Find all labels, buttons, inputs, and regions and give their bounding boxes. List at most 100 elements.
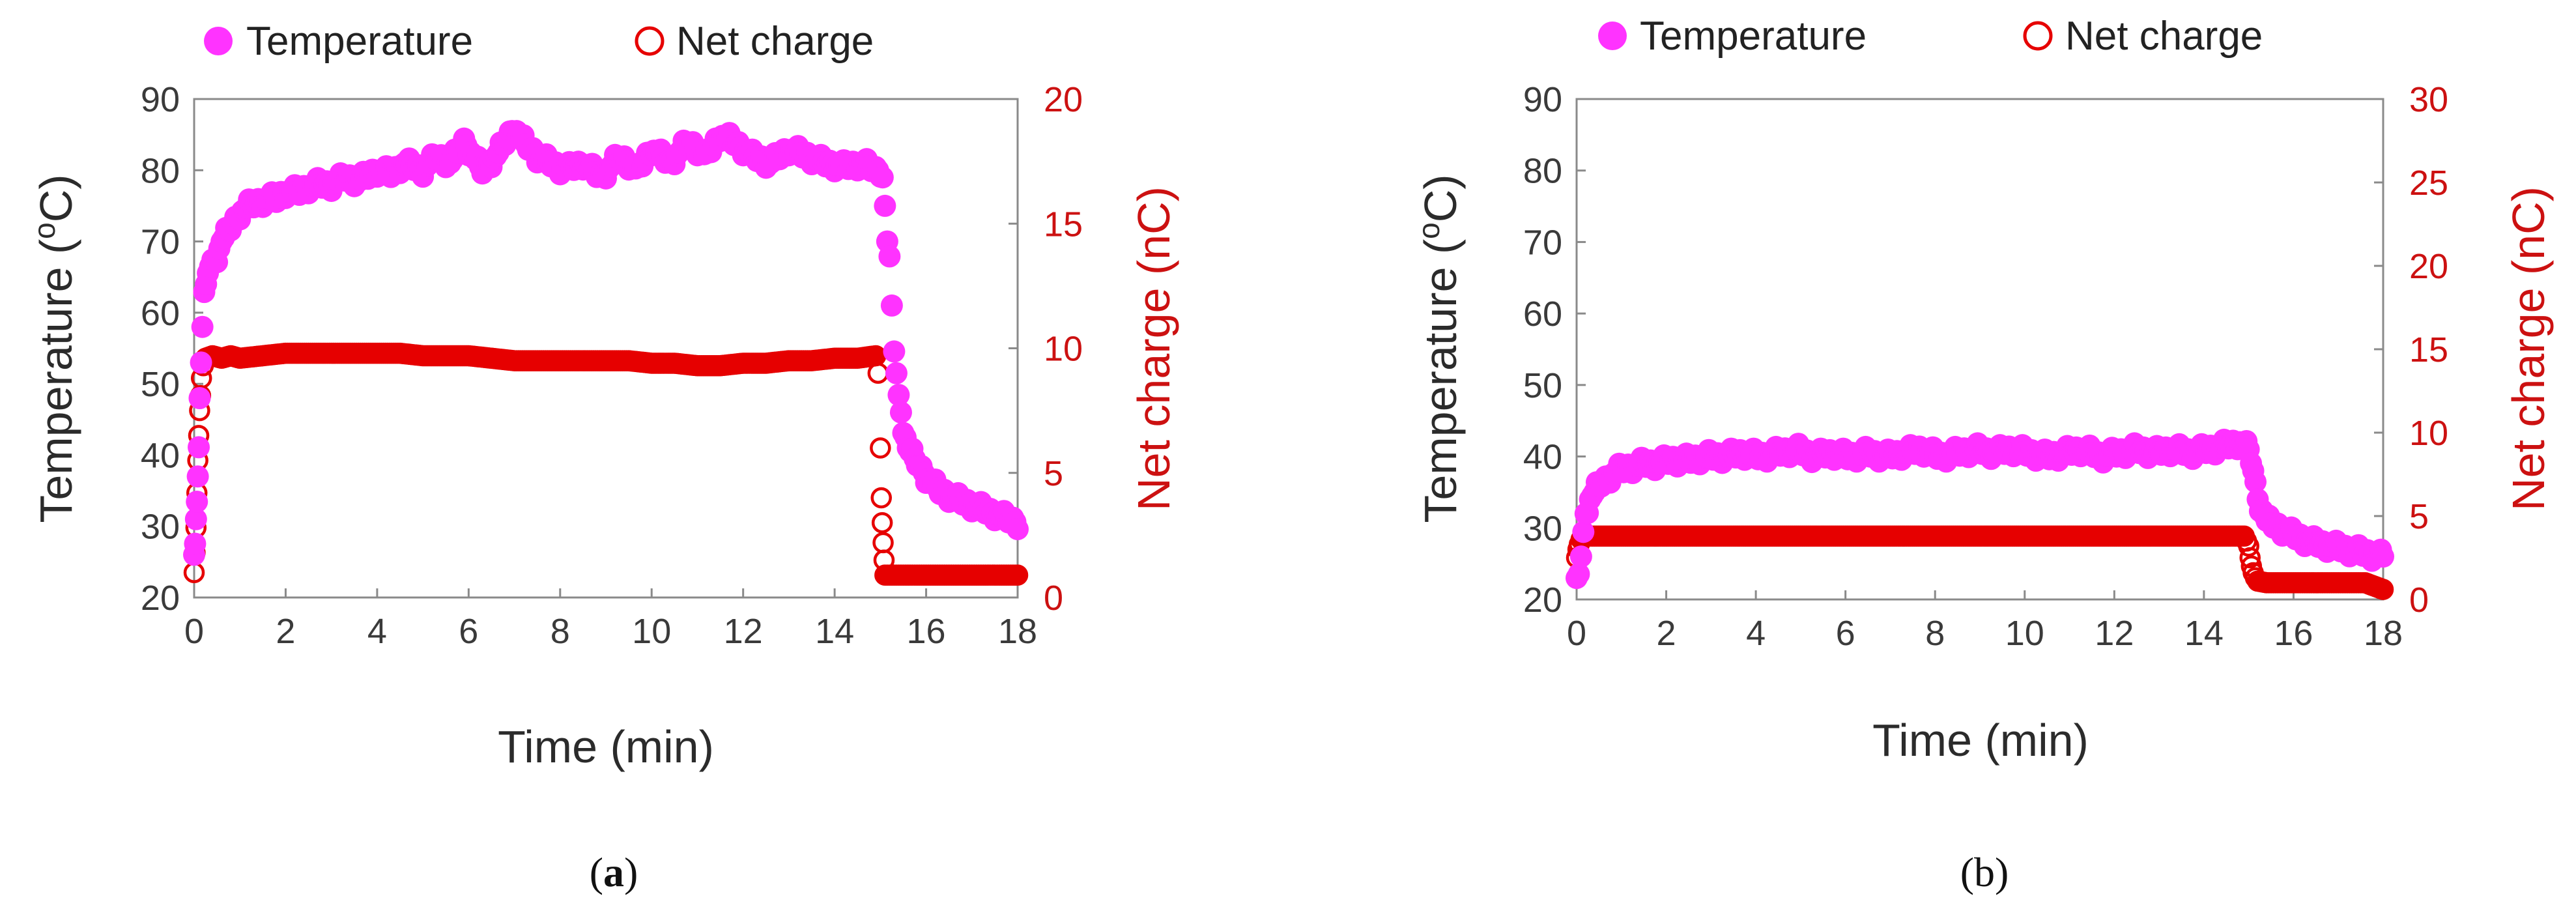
- y-right-tick-label: 15: [1044, 205, 1083, 244]
- y-right-tick-label: 15: [2409, 330, 2448, 369]
- y-axis-right-label-a: Net charge (nC): [1128, 186, 1179, 511]
- panel-label-b: (b): [1960, 849, 2009, 895]
- series-temperature-a: [183, 120, 1029, 566]
- y-axis-right-label-b: Net charge (nC): [2503, 186, 2554, 511]
- x-tick-label: 8: [1925, 614, 1945, 653]
- x-tick-label: 0: [184, 612, 204, 651]
- temperature-point: [1567, 563, 1590, 586]
- temperature-point: [871, 166, 894, 189]
- y-right-tick-label: 5: [1044, 454, 1063, 493]
- y-left-tick-label: 40: [1523, 438, 1562, 477]
- net-charge-point: [867, 362, 889, 384]
- y-right-tick-label: 10: [2409, 414, 2448, 453]
- y-left-tick-label: 50: [141, 365, 180, 404]
- temperature-point: [880, 294, 903, 317]
- y-right-tick-label: 10: [1044, 330, 1083, 369]
- net-charge-point: [871, 512, 893, 534]
- x-tick-label: 18: [2364, 614, 2403, 653]
- net-charge-point: [1007, 564, 1029, 586]
- y-left-tick-label: 60: [141, 294, 180, 333]
- temperature-point: [184, 508, 207, 530]
- y-axis-left-label-b: Temperature (oC): [1412, 174, 1466, 523]
- x-tick-label: 4: [1746, 614, 1766, 653]
- net-charge-point: [870, 487, 892, 509]
- x-tick-label: 18: [998, 612, 1037, 651]
- y-right-tick-label: 0: [2409, 581, 2429, 620]
- temperature-point: [191, 315, 214, 338]
- y-left-tick-label: 20: [1523, 581, 1562, 620]
- legend-temperature-label: Temperature: [246, 19, 473, 64]
- temperature-point: [889, 401, 912, 424]
- y-axis-left-label-a: Temperature (oC): [27, 174, 81, 523]
- series-temperature-b: [1566, 428, 2394, 590]
- net-charge-point: [2238, 535, 2259, 557]
- temperature-point: [186, 491, 208, 513]
- x-tick-label: 16: [2274, 614, 2313, 653]
- legend-net-charge-label: Net charge: [2065, 14, 2263, 59]
- y-left-tick-label: 60: [1523, 295, 1562, 334]
- y-left-tick-label: 40: [141, 436, 180, 475]
- y-right-tick-label: 5: [2409, 497, 2429, 536]
- y-axis-right-a: 0 5 10 15 20: [1009, 80, 1083, 618]
- legend-net-charge-marker: [635, 26, 665, 56]
- y-left-tick-label: 20: [141, 579, 180, 618]
- series-net-charge-b: [1566, 525, 2394, 600]
- x-axis-label-a: Time (min): [498, 721, 714, 772]
- y-right-tick-label: 20: [1044, 80, 1083, 119]
- x-tick-label: 6: [459, 612, 478, 651]
- x-tick-label: 14: [815, 612, 854, 651]
- x-tick-label: 2: [276, 612, 295, 651]
- y-right-tick-label: 0: [1044, 579, 1063, 618]
- x-axis-b: 0 2 4 6 8 10 12 14 16 18: [1567, 590, 2403, 653]
- y-right-tick-label: 20: [2409, 247, 2448, 286]
- temperature-point: [184, 532, 207, 555]
- chart-panel-b: Temperature Net charge 0 2 4 6 8 10 12 14 16 18 2…: [1412, 14, 2554, 895]
- x-tick-label: 0: [1567, 614, 1586, 653]
- temperature-point: [1572, 521, 1595, 543]
- y-axis-right-b: 0 5 10 15 20 25 30: [2374, 80, 2448, 620]
- x-tick-label: 14: [2184, 614, 2224, 653]
- legend-temperature-marker: [1598, 22, 1627, 50]
- legend-net-charge-marker: [2023, 21, 2053, 51]
- x-tick-label: 16: [907, 612, 946, 651]
- net-charge-point: [2372, 579, 2394, 600]
- y-right-tick-label: 25: [2409, 164, 2448, 203]
- temperature-point: [874, 194, 896, 217]
- temperature-point: [1007, 518, 1029, 541]
- y-axis-left-b: 20 30 40 50 60 70 80 90: [1523, 80, 1586, 620]
- y-left-tick-label: 30: [1523, 509, 1562, 548]
- temperature-point: [188, 387, 211, 409]
- net-charge-point: [2239, 547, 2261, 569]
- temperature-point: [887, 384, 910, 407]
- temperature-point: [2244, 470, 2267, 493]
- legend-temperature-marker: [204, 27, 233, 55]
- y-left-tick-label: 90: [141, 80, 180, 119]
- x-tick-label: 6: [1836, 614, 1855, 653]
- y-left-tick-label: 30: [141, 508, 180, 547]
- legend-net-charge-label: Net charge: [676, 19, 874, 64]
- x-tick-label: 2: [1657, 614, 1676, 653]
- y-left-tick-label: 80: [1523, 152, 1562, 191]
- y-left-tick-label: 70: [1523, 223, 1562, 262]
- panel-label-a: (a): [590, 849, 638, 895]
- y-left-tick-label: 80: [141, 151, 180, 190]
- temperature-point: [885, 362, 908, 384]
- x-tick-label: 8: [551, 612, 570, 651]
- y-right-tick-label: 30: [2409, 80, 2448, 119]
- temperature-point: [188, 436, 210, 459]
- temperature-point: [190, 351, 212, 374]
- net-charge-point: [870, 437, 891, 459]
- temperature-point: [883, 340, 906, 363]
- y-left-tick-label: 50: [1523, 366, 1562, 405]
- x-axis-a: 0 2 4 6 8 10 12 14 16 18: [184, 588, 1037, 651]
- chart-panel-a: Temperature Net charge 0 2 4 6 8 10 12 14 16 18 2…: [27, 19, 1179, 895]
- temperature-point: [1569, 545, 1592, 568]
- temperature-point: [186, 465, 209, 488]
- x-tick-label: 12: [2095, 614, 2134, 653]
- x-tick-label: 12: [724, 612, 763, 651]
- x-axis-label-b: Time (min): [1872, 715, 2089, 766]
- y-left-tick-label: 90: [1523, 80, 1562, 119]
- x-tick-label: 10: [2005, 614, 2044, 653]
